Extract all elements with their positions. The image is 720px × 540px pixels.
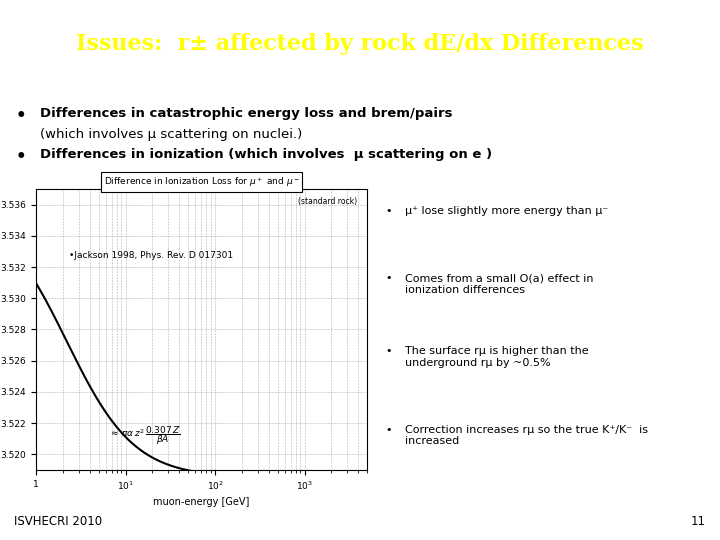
Text: •: • bbox=[385, 425, 392, 435]
Text: $\approx\,\pi\alpha\,z^2\,\dfrac{0.307\,Z}{\beta A}$: $\approx\,\pi\alpha\,z^2\,\dfrac{0.307\,… bbox=[109, 424, 181, 447]
Text: •Jackson 1998, Phys. Rev. D 017301: •Jackson 1998, Phys. Rev. D 017301 bbox=[69, 251, 233, 260]
Text: Differences in ionization (which involves  μ scattering on e ): Differences in ionization (which involve… bbox=[40, 148, 492, 161]
Text: μ⁺ lose slightly more energy than μ⁻: μ⁺ lose slightly more energy than μ⁻ bbox=[405, 206, 608, 216]
Text: Comes from a small O(a) effect in
ionization differences: Comes from a small O(a) effect in ioniza… bbox=[405, 273, 593, 295]
Text: •: • bbox=[16, 148, 27, 166]
Text: (standard rock): (standard rock) bbox=[298, 198, 357, 206]
Text: ISVHECRI 2010: ISVHECRI 2010 bbox=[14, 515, 102, 528]
Text: Correction increases rμ so the true K⁺/K⁻  is
increased: Correction increases rμ so the true K⁺/K… bbox=[405, 425, 648, 447]
Text: •: • bbox=[385, 346, 392, 356]
Text: 11: 11 bbox=[690, 515, 706, 528]
X-axis label: muon-energy [GeV]: muon-energy [GeV] bbox=[153, 497, 250, 508]
Text: •: • bbox=[16, 107, 27, 125]
Text: •: • bbox=[385, 206, 392, 216]
Text: The surface rμ is higher than the
underground rμ by ~0.5%: The surface rμ is higher than the underg… bbox=[405, 346, 588, 368]
Title: Difference in Ionization Loss for $\mu^+$ and $\mu^-$: Difference in Ionization Loss for $\mu^+… bbox=[104, 175, 300, 189]
Text: •: • bbox=[385, 273, 392, 284]
Text: (which involves μ scattering on nuclei.): (which involves μ scattering on nuclei.) bbox=[40, 127, 302, 140]
Text: Issues:  r± affected by rock dE/dx Differences: Issues: r± affected by rock dE/dx Differ… bbox=[76, 33, 644, 55]
Text: Differences in catastrophic energy loss and brem/pairs: Differences in catastrophic energy loss … bbox=[40, 107, 452, 120]
